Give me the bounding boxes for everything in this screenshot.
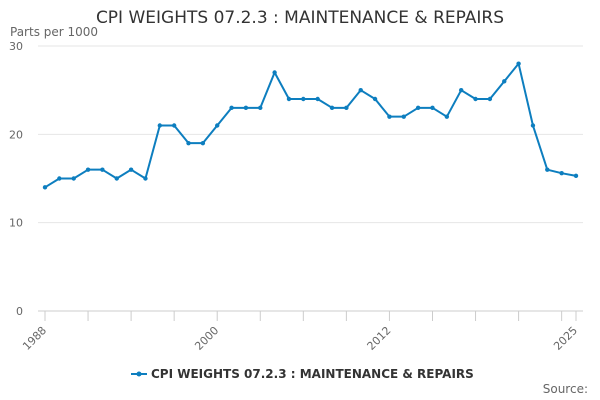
data-point xyxy=(372,96,378,102)
data-point xyxy=(258,105,263,111)
data-point xyxy=(573,173,579,179)
data-point xyxy=(401,114,406,119)
x-tick-label: 2025 xyxy=(551,324,580,353)
legend-label: CPI WEIGHTS 07.2.3 : MAINTENANCE & REPAI… xyxy=(151,367,474,381)
legend-symbol-marker xyxy=(136,371,142,377)
data-point xyxy=(57,176,62,181)
data-point xyxy=(272,70,277,75)
y-unit-label: Parts per 1000 xyxy=(10,25,99,39)
data-point xyxy=(487,96,493,102)
data-point xyxy=(71,176,76,181)
data-point xyxy=(157,123,163,128)
data-point xyxy=(200,140,206,146)
y-tick-label: 0 xyxy=(16,305,23,318)
data-point xyxy=(559,171,564,176)
data-point xyxy=(358,87,363,93)
data-point xyxy=(473,96,478,102)
data-point xyxy=(387,114,392,119)
source-label: Source: xyxy=(542,382,588,396)
x-tick-label: 1988 xyxy=(20,324,49,353)
data-point xyxy=(315,96,320,102)
x-tick-label: 2012 xyxy=(365,324,394,353)
y-tick-label: 20 xyxy=(9,128,23,141)
data-point xyxy=(516,61,521,66)
data-point xyxy=(415,105,421,111)
y-tick-label: 10 xyxy=(9,217,23,230)
data-point xyxy=(229,105,234,111)
y-tick-label: 30 xyxy=(9,40,23,53)
x-tick-label: 2000 xyxy=(192,324,221,353)
data-point xyxy=(243,105,249,111)
data-point xyxy=(42,185,48,190)
data-point xyxy=(186,140,191,146)
data-point xyxy=(329,105,335,111)
legend[interactable]: CPI WEIGHTS 07.2.3 : MAINTENANCE & REPAI… xyxy=(131,367,474,381)
data-point xyxy=(114,176,119,181)
data-point xyxy=(502,79,507,84)
chart-title: CPI WEIGHTS 07.2.3 : MAINTENANCE & REPAI… xyxy=(95,8,505,28)
data-point xyxy=(530,123,536,128)
data-point xyxy=(444,114,450,119)
data-point xyxy=(85,167,91,172)
data-point xyxy=(545,167,550,172)
data-point xyxy=(143,176,148,181)
data-point xyxy=(171,123,177,128)
data-point xyxy=(430,105,435,111)
data-point xyxy=(458,87,464,93)
data-point xyxy=(128,167,134,172)
data-point xyxy=(215,123,220,128)
series-line xyxy=(44,62,577,189)
data-point xyxy=(301,96,306,102)
data-point xyxy=(344,105,349,111)
data-point xyxy=(100,167,105,172)
data-point xyxy=(286,96,292,102)
